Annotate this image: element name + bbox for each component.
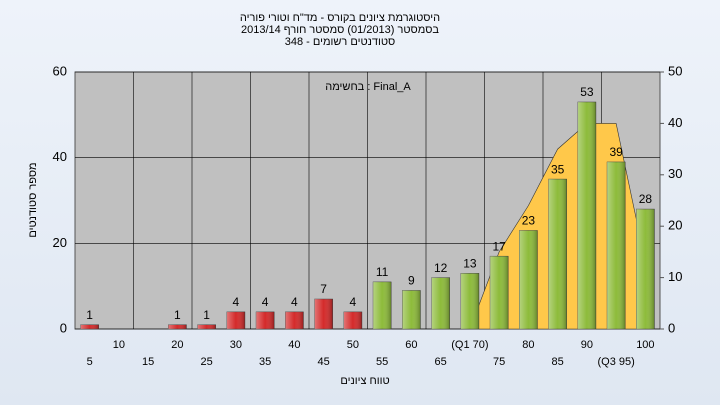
value-label: 1 [86,308,93,322]
x-tick-label: 15 [142,356,154,368]
value-label: 4 [350,295,357,309]
value-label: 4 [233,295,240,309]
title-line: היסטוגרמת ציונים בקורס - מד"ח וטורי פורי… [240,12,440,24]
bar-shade [285,311,304,329]
x-tick-label: 65 [435,356,447,368]
title-line: בסמסטר (01/2013) סמסטר חורף 2013/14 [241,24,439,36]
y2-tick-label: 20 [668,218,682,233]
x-tick-label: 75 [493,356,505,368]
x-tick-label: 45 [318,356,330,368]
value-label: 39 [609,145,623,159]
y2-tick-label: 40 [668,115,682,130]
x-tick-label: 50 [347,339,359,351]
x-tick-label: (Q3 95) [597,356,634,368]
bar-shade [226,311,245,329]
value-label: 35 [551,162,565,176]
value-label: 1 [203,308,210,322]
value-label: 11 [376,265,389,279]
title-line: סטודנטים רשומים - 348 [285,36,396,48]
value-label: 17 [492,239,506,253]
x-tick-label: 85 [552,356,564,368]
value-label: 53 [580,85,594,99]
value-label: 7 [320,282,327,296]
value-label: 12 [434,261,448,275]
bar-shade [519,230,538,329]
x-axis-label: טווח ציונים [340,375,389,387]
bar-shade [314,299,333,329]
x-tick-label: 35 [259,356,271,368]
value-label: 4 [291,295,298,309]
x-tick-label: 20 [171,339,183,351]
bar-shade [636,209,655,329]
x-tick-label: 60 [405,339,417,351]
value-label: 9 [408,274,415,288]
x-tick-label: 5 [87,356,93,368]
bar-shade [256,311,275,329]
bar-shade [80,324,99,329]
bar-shade [607,161,626,329]
y-tick-label: 40 [53,149,67,164]
value-label: 4 [262,295,269,309]
y2-tick-label: 10 [668,269,682,284]
x-tick-label: 30 [230,339,242,351]
x-tick-label: 100 [636,339,654,351]
value-label: 13 [463,256,477,270]
bar-shade [168,324,187,329]
bar-shade [402,290,421,329]
bar-shade [373,281,392,329]
bar-shade [197,324,216,329]
x-tick-label: 25 [201,356,213,368]
value-label: 1 [174,308,181,322]
x-tick-label: 90 [581,339,593,351]
x-tick-label: 10 [113,339,125,351]
value-label: 28 [639,192,653,206]
x-tick-label: (Q1 70) [451,339,488,351]
value-label: 23 [522,214,536,228]
y-tick-label: 20 [53,235,67,250]
y2-tick-label: 0 [668,320,675,335]
bar-shade [460,273,479,329]
bar-shade [343,311,362,329]
x-tick-label: 55 [376,356,388,368]
y-axis-label: מספר סטודנטים [27,162,39,237]
y2-tick-label: 50 [668,63,682,78]
x-tick-label: 80 [522,339,534,351]
bar-shade [577,101,596,329]
bar-shade [431,277,450,329]
y-tick-label: 60 [53,63,67,78]
annotation: בחשימה : Final_A [325,81,411,93]
y2-tick-label: 30 [668,166,682,181]
bar-shade [548,179,567,329]
bar-shade [490,256,509,329]
x-tick-label: 40 [288,339,300,351]
y-tick-label: 0 [60,320,67,335]
